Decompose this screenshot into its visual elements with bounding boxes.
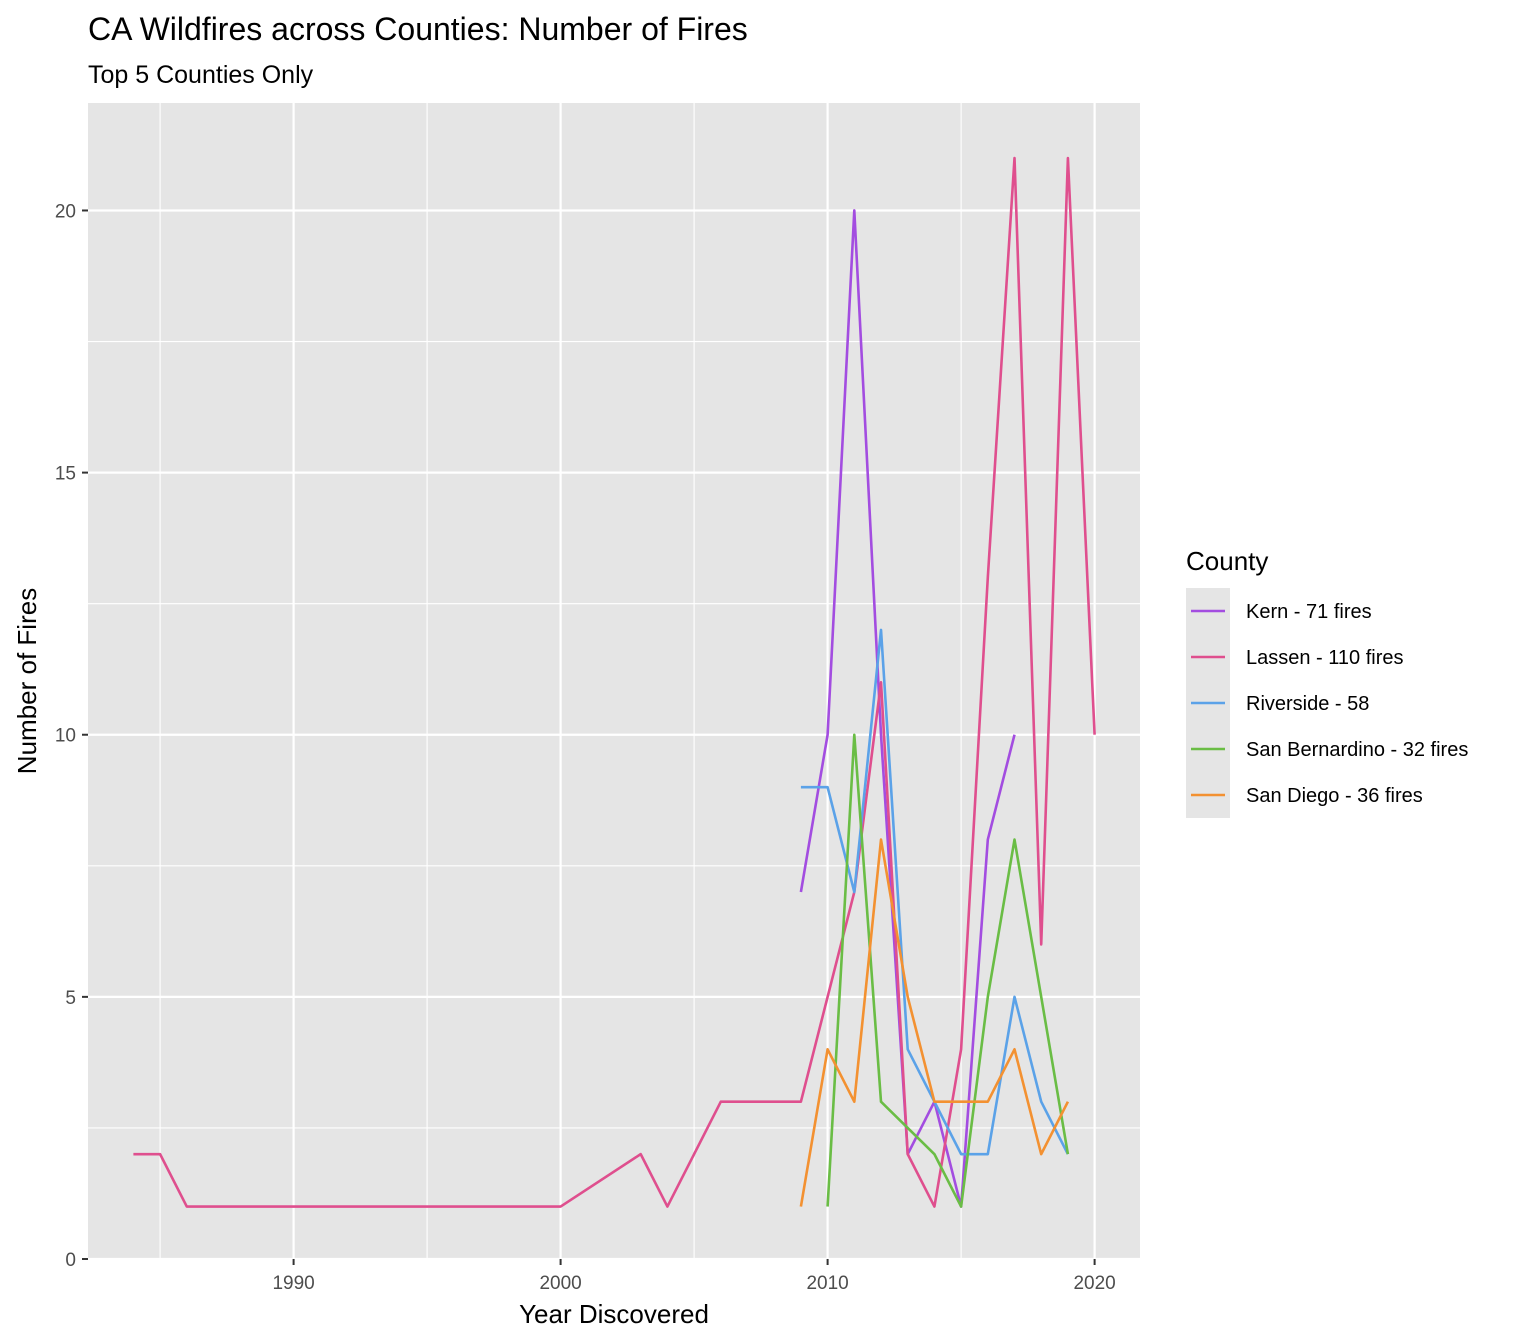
x-tick-label: 2020	[1073, 1273, 1115, 1294]
series-lines	[133, 156, 1096, 1208]
tick-labels: 1990 2000 2010 2020 0 5 10 15 20	[55, 201, 1116, 1294]
y-tick-label: 20	[55, 201, 76, 222]
y-tick-label: 15	[55, 464, 76, 485]
axis-ticks	[82, 209, 1096, 1265]
chart-title: CA Wildfires across Counties: Number of …	[88, 11, 748, 47]
x-tick-label: 2010	[806, 1273, 848, 1294]
legend-title: County	[1186, 546, 1268, 576]
x-tick-label: 2000	[539, 1273, 581, 1294]
series-line-san-diego	[799, 838, 1070, 1207]
y-tick-label: 0	[65, 1250, 76, 1271]
legend-label-riverside: Riverside - 58	[1246, 693, 1369, 715]
y-tick-label: 5	[65, 988, 76, 1009]
legend-label-san-bernardino: San Bernardino - 32 fires	[1246, 739, 1468, 761]
x-axis-title: Year Discovered	[519, 1299, 709, 1329]
legend-label-kern: Kern - 71 fires	[1246, 601, 1372, 623]
y-tick-label: 10	[55, 726, 76, 747]
legend: County Kern - 71 fires Lassen - 110 fires…	[1186, 546, 1468, 818]
chart-subtitle: Top 5 Counties Only	[88, 61, 314, 89]
minor-gridlines	[88, 103, 1140, 1259]
y-axis-title: Number of Fires	[12, 588, 42, 774]
legend-items: Kern - 71 fires Lassen - 110 fires Riversi…	[1191, 601, 1468, 807]
x-tick-label: 1990	[272, 1273, 314, 1294]
major-gridlines	[88, 103, 1140, 1261]
legend-label-san-diego: San Diego - 36 fires	[1246, 785, 1423, 807]
series-line-san-bernardino	[826, 733, 1070, 1208]
legend-label-lassen: Lassen - 110 fires	[1246, 647, 1404, 669]
plot-panel	[88, 103, 1140, 1259]
